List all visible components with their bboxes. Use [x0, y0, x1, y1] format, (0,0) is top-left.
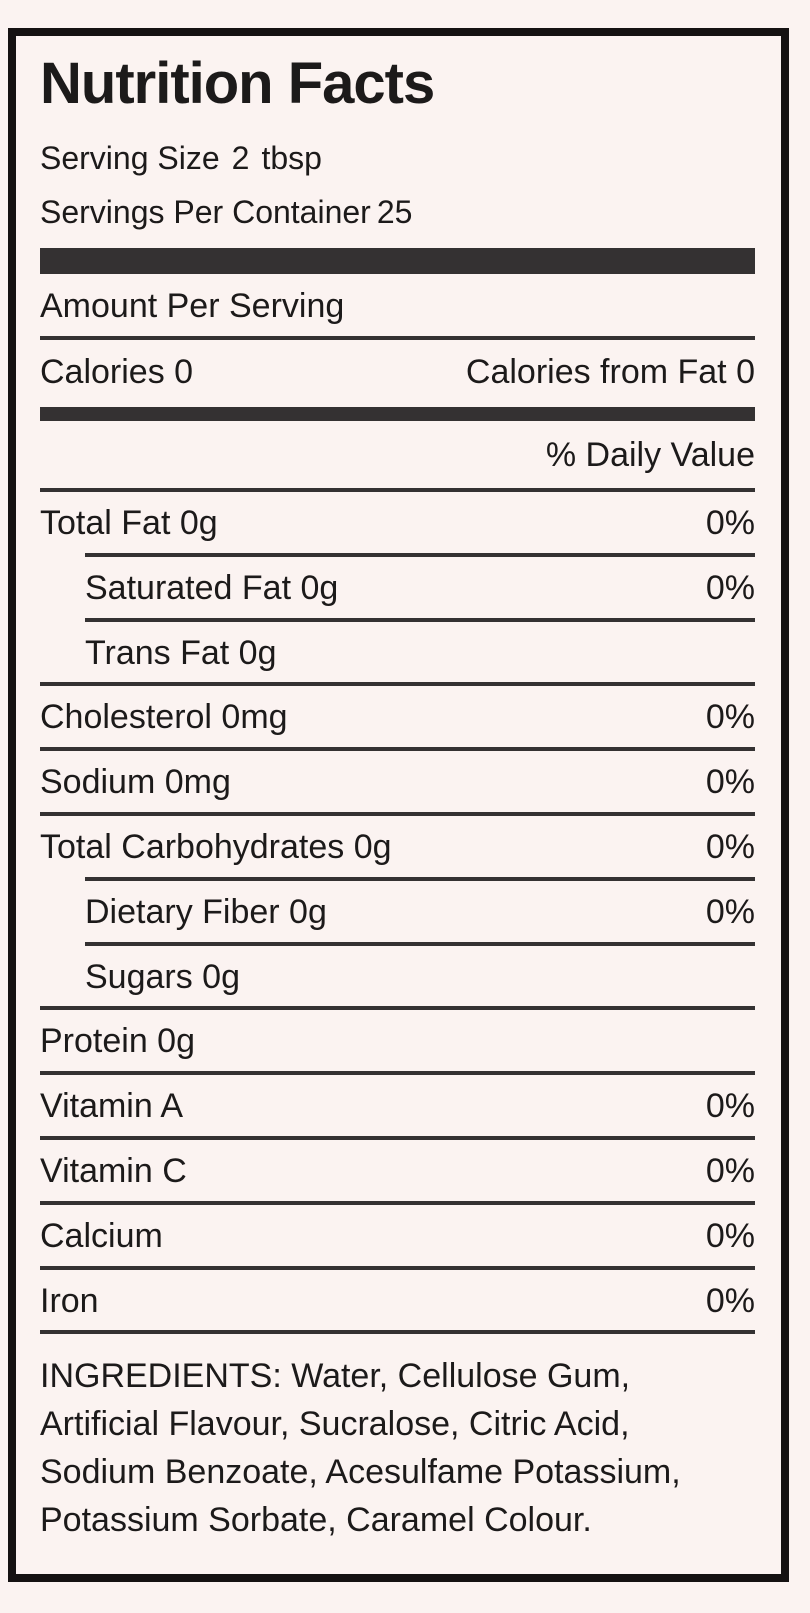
nutrient-row-total-carbohydrates: Total Carbohydrates 0g 0%	[40, 816, 755, 877]
calories-from-fat-amount: 0	[736, 353, 755, 392]
calories-label: Calories	[40, 353, 165, 392]
nutrient-percent: 0%	[705, 1281, 755, 1320]
nutrient-percent: 0%	[705, 698, 755, 737]
calories-from-fat-value: Calories from Fat 0	[466, 352, 755, 393]
calories-from-fat-label: Calories from Fat	[465, 353, 727, 392]
servings-per-container-row: Servings Per Container 25	[40, 193, 755, 231]
nutrient-percent: 0%	[705, 892, 755, 931]
nutrient-row-iron: Iron 0%	[40, 1270, 755, 1331]
calories-row: Calories 0 Calories from Fat 0	[40, 340, 755, 407]
divider	[40, 682, 755, 687]
serving-size-label: Serving Size	[40, 139, 220, 176]
daily-value-header: % Daily Value	[545, 436, 755, 475]
ingredients-text: INGREDIENTS: Water, Cellulose Gum, Artif…	[40, 1357, 681, 1540]
divider	[40, 1265, 755, 1270]
nutrient-name: Iron	[40, 1281, 99, 1320]
nutrient-row-vitamin-a: Vitamin A 0%	[40, 1075, 755, 1136]
nutrient-percent: 0%	[705, 828, 755, 867]
calories-amount: 0	[174, 353, 194, 392]
nutrient-percent: 0%	[705, 1087, 755, 1126]
nutrient-row-calcium: Calcium 0%	[40, 1205, 755, 1266]
nutrient-name: Calcium	[40, 1216, 163, 1255]
label-title: Nutrition Facts	[40, 51, 435, 116]
nutrient-row-trans-fat: Trans Fat 0g	[40, 622, 755, 683]
nutrient-name: Trans Fat 0g	[85, 633, 277, 672]
divider	[85, 876, 755, 881]
nutrient-name: Saturated Fat 0g	[85, 568, 339, 607]
divider	[40, 1136, 755, 1141]
serving-size-row: Serving Size 2 tbsp	[40, 139, 755, 177]
thick-separator-calories	[40, 407, 755, 422]
nutrient-percent: 0%	[705, 568, 755, 607]
calories-value: Calories 0	[40, 352, 193, 393]
nutrient-name: Cholesterol 0mg	[40, 698, 288, 737]
nutrient-percent: 0%	[705, 504, 755, 543]
nutrient-percent: 0%	[705, 763, 755, 802]
nutrient-row-total-fat: Total Fat 0g 0%	[40, 492, 755, 553]
serving-size-quantity: 2	[231, 139, 250, 176]
nutrient-percent: 0%	[705, 1216, 755, 1255]
divider	[40, 1006, 755, 1011]
divider	[40, 747, 755, 752]
nutrient-name: Sodium 0mg	[40, 763, 231, 802]
nutrient-row-sugars: Sugars 0g	[40, 946, 755, 1007]
nutrient-name: Dietary Fiber 0g	[85, 892, 327, 931]
divider	[85, 941, 755, 946]
nutrient-row-protein: Protein 0g	[40, 1010, 755, 1071]
nutrient-name: Total Fat 0g	[40, 504, 218, 543]
nutrient-name: Protein 0g	[40, 1022, 195, 1061]
servings-per-container-value: 25	[376, 194, 413, 231]
nutrient-name: Sugars 0g	[85, 957, 240, 996]
nutrient-row-saturated-fat: Saturated Fat 0g 0%	[40, 557, 755, 618]
nutrient-name: Vitamin A	[40, 1087, 184, 1126]
nutrient-row-vitamin-c: Vitamin C 0%	[40, 1140, 755, 1201]
divider	[40, 1330, 755, 1335]
servings-per-container-label: Servings Per Container	[40, 194, 371, 231]
thick-separator-top	[40, 247, 755, 274]
nutrient-row-sodium: Sodium 0mg 0%	[40, 751, 755, 812]
divider	[85, 552, 755, 557]
nutrient-name: Total Carbohydrates 0g	[40, 828, 392, 867]
amount-per-serving-heading: Amount Per Serving	[40, 286, 345, 325]
nutrient-row-dietary-fiber: Dietary Fiber 0g 0%	[40, 881, 755, 942]
divider	[40, 336, 755, 341]
divider	[40, 812, 755, 817]
divider	[85, 617, 755, 622]
nutrient-row-cholesterol: Cholesterol 0mg 0%	[40, 686, 755, 747]
nutrient-percent: 0%	[705, 1152, 755, 1191]
divider	[40, 1200, 755, 1205]
divider	[40, 488, 755, 493]
nutrition-facts-label: Nutrition Facts Serving Size 2 tbsp Servin…	[8, 28, 789, 1582]
nutrient-name: Vitamin C	[40, 1152, 187, 1191]
divider	[40, 1071, 755, 1076]
serving-size-unit: tbsp	[261, 139, 322, 176]
